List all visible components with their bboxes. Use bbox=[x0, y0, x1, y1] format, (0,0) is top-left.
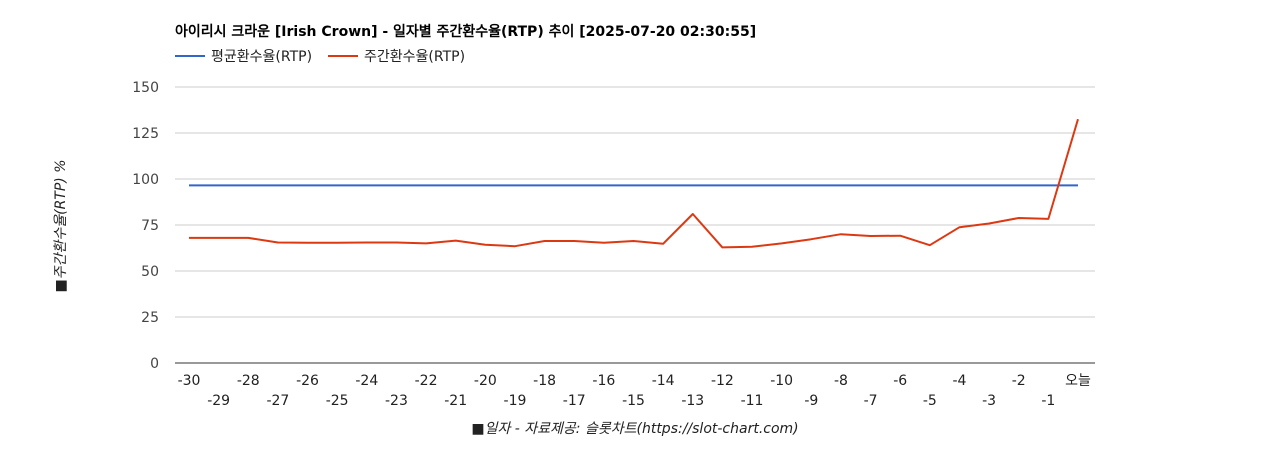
y-tick-label: 25 bbox=[141, 310, 159, 326]
x-tick-label: -21 bbox=[444, 393, 467, 409]
x-tick-label: -4 bbox=[952, 373, 966, 389]
x-tick-label: -30 bbox=[178, 373, 201, 389]
x-tick-label: -12 bbox=[711, 373, 734, 389]
x-tick-label: -11 bbox=[741, 393, 764, 409]
legend-swatch-average bbox=[175, 55, 205, 57]
x-tick-label: -22 bbox=[415, 373, 438, 389]
x-tick-label: -9 bbox=[804, 393, 818, 409]
x-tick-label: -18 bbox=[533, 373, 556, 389]
x-tick-label: -1 bbox=[1041, 393, 1055, 409]
legend-item-weekly[interactable]: 주간환수율(RTP) bbox=[328, 46, 465, 66]
legend-label-average: 평균환수율(RTP) bbox=[211, 49, 313, 65]
x-tick-label: -20 bbox=[474, 373, 497, 389]
y-tick-label: 100 bbox=[132, 172, 159, 188]
x-tick-label: -28 bbox=[237, 373, 260, 389]
chart-title: 아이리시 크라운 [Irish Crown] - 일자별 주간환수율(RTP) … bbox=[175, 24, 757, 40]
legend-swatch-weekly bbox=[328, 55, 359, 57]
legend-item-average[interactable]: 평균환수율(RTP) bbox=[175, 46, 312, 66]
x-tick-label: -5 bbox=[923, 393, 937, 409]
x-tick-label: -16 bbox=[592, 373, 615, 389]
x-tick-label: -15 bbox=[622, 393, 645, 409]
x-tick-label: -10 bbox=[770, 373, 793, 389]
y-tick-label: 50 bbox=[141, 264, 159, 280]
y-tick-label: 125 bbox=[132, 126, 159, 142]
legend-label-weekly: 주간환수율(RTP) bbox=[364, 49, 466, 65]
x-tick-label: -27 bbox=[266, 393, 289, 409]
x-tick-label: -2 bbox=[1012, 373, 1026, 389]
x-tick-label: -23 bbox=[385, 393, 408, 409]
x-tick-label: -7 bbox=[864, 393, 878, 409]
y-tick-label: 0 bbox=[150, 356, 159, 372]
x-tick-label: 오늘 bbox=[1065, 373, 1091, 389]
x-tick-label: -19 bbox=[504, 393, 527, 409]
x-tick-label: -3 bbox=[982, 393, 996, 409]
x-tick-label: -24 bbox=[355, 373, 378, 389]
y-tick-label: 75 bbox=[141, 218, 159, 234]
x-tick-label: -17 bbox=[563, 393, 586, 409]
y-tick-label: 150 bbox=[132, 80, 159, 96]
x-tick-label: -26 bbox=[296, 373, 319, 389]
x-tick-label: -14 bbox=[652, 373, 675, 389]
y-axis-label: ■주간환수율(RTP) % bbox=[53, 159, 69, 293]
x-tick-label: -25 bbox=[326, 393, 349, 409]
x-tick-label: -8 bbox=[834, 373, 848, 389]
x-tick-label: -6 bbox=[893, 373, 907, 389]
x-axis-label: ■일자 - 자료제공: 슬롯차트(https://slot-chart.com) bbox=[471, 421, 799, 437]
x-tick-label: -29 bbox=[207, 393, 230, 409]
legend: 평균환수율(RTP) 주간환수율(RTP) bbox=[175, 46, 465, 66]
x-tick-label: -13 bbox=[681, 393, 704, 409]
series-line-weekly bbox=[189, 118, 1079, 249]
